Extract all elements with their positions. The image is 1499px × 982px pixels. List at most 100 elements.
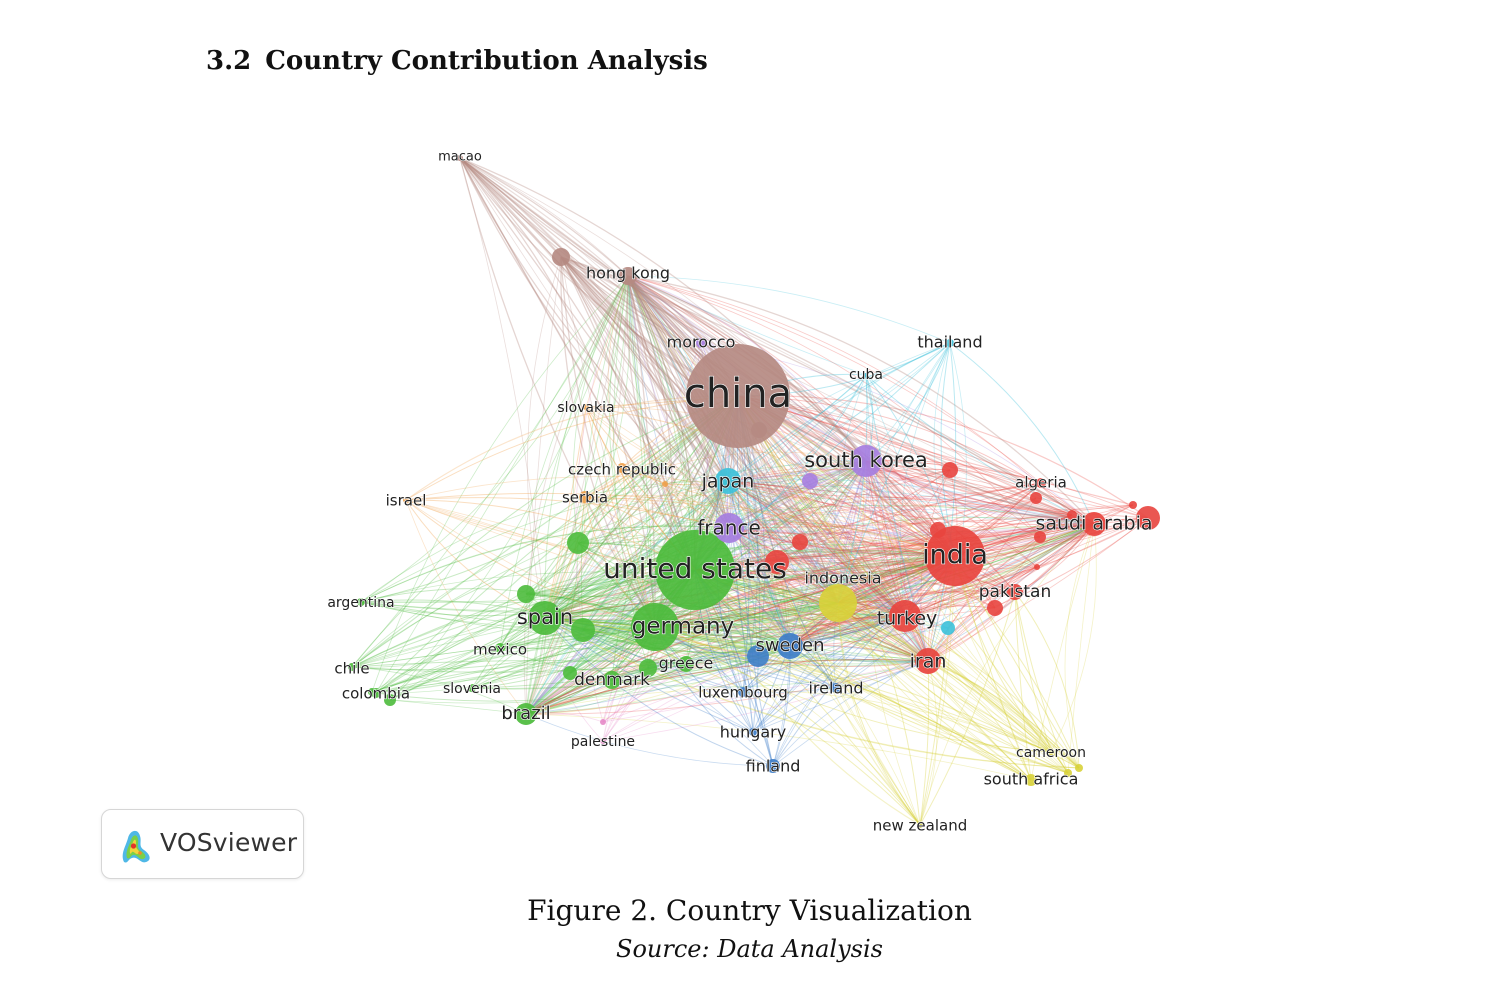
network-link [544,549,956,619]
network-link [560,256,1095,525]
network-link [837,590,1016,604]
network-link [585,406,656,628]
network-link [525,555,956,715]
network-link [544,617,774,767]
network-link [544,617,1052,753]
network-link [789,460,867,647]
network-link [459,157,956,557]
network-link [737,395,1134,506]
label-hongkong: hong kong [586,264,670,283]
figure-caption: Figure 2. Country Visualization [527,894,972,927]
network-link [544,615,906,622]
network-link [654,625,929,662]
label-czechrepublic: czech republic [568,461,676,479]
network-link [904,615,1069,774]
network-link [525,713,774,767]
network-link [904,536,1041,617]
network-link [789,460,867,647]
network-link [727,480,1080,769]
network-node [1067,510,1077,520]
network-link [627,275,1073,516]
network-link [351,569,696,668]
label-thailand: thailand [917,333,982,352]
network-link [728,527,791,647]
network-link [927,523,1095,662]
network-link [1064,523,1095,769]
network-link [560,256,867,462]
network-link [865,460,1073,516]
network-link [727,480,1032,781]
network-link [560,256,730,529]
network-link [525,529,939,715]
network-link [654,555,956,628]
network-link [360,480,729,603]
network-link [727,480,906,617]
network-link [865,460,1095,525]
network-link [837,602,921,826]
network-link [654,626,921,826]
network-link [865,460,1095,525]
network-link [544,275,629,619]
network-link [351,666,527,715]
network-link [1014,591,1052,753]
network-link [544,561,778,619]
network-link [789,645,929,662]
network-link [544,555,956,620]
network-link [647,523,1095,669]
network-node [563,666,577,680]
network-link [525,504,1134,715]
network-link [560,256,839,604]
network-link [727,480,921,826]
network-link [611,645,791,681]
network-link [737,395,1095,525]
network-link [727,480,939,531]
network-link [544,617,1052,753]
network-link [627,275,951,344]
network-link [789,644,929,662]
node-spain [528,601,562,635]
network-link [727,480,956,557]
network-link [865,460,929,662]
label-serbia: serbia [562,489,608,507]
network-link [371,550,956,693]
label-argentina: argentina [327,595,394,611]
network-link [602,523,1095,723]
label-sweden: sweden [755,635,824,656]
network-link [627,275,1095,525]
network-link [627,275,791,647]
network-link [727,480,956,557]
network-link [954,555,1080,769]
network-link [737,395,1149,519]
network-link [865,460,1095,525]
network-link [627,275,1032,781]
network-link [837,504,1134,604]
network-link [927,660,1080,769]
network-link [654,523,1095,628]
network-link [544,342,702,619]
network-link [728,527,754,733]
network-link [627,275,730,529]
label-spain: spain [517,605,573,629]
network-link [727,480,906,617]
network-node [384,694,396,706]
network-link [727,480,956,557]
network-link [789,645,1069,774]
network-link [809,480,929,662]
network-link [728,527,791,647]
network-link [904,514,1073,617]
network-link [694,569,1052,753]
node-newzealand [917,822,923,828]
network-link [737,395,921,826]
network-link [727,480,956,557]
network-link [525,602,839,715]
network-node [987,600,1003,616]
network-link [654,615,906,629]
network-link [927,660,1032,781]
network-link [405,499,791,647]
network-link [627,275,791,647]
network-link [584,496,956,557]
network-link [1014,591,1080,769]
network-link [584,451,867,498]
network-link [865,460,906,617]
network-link [621,467,956,557]
